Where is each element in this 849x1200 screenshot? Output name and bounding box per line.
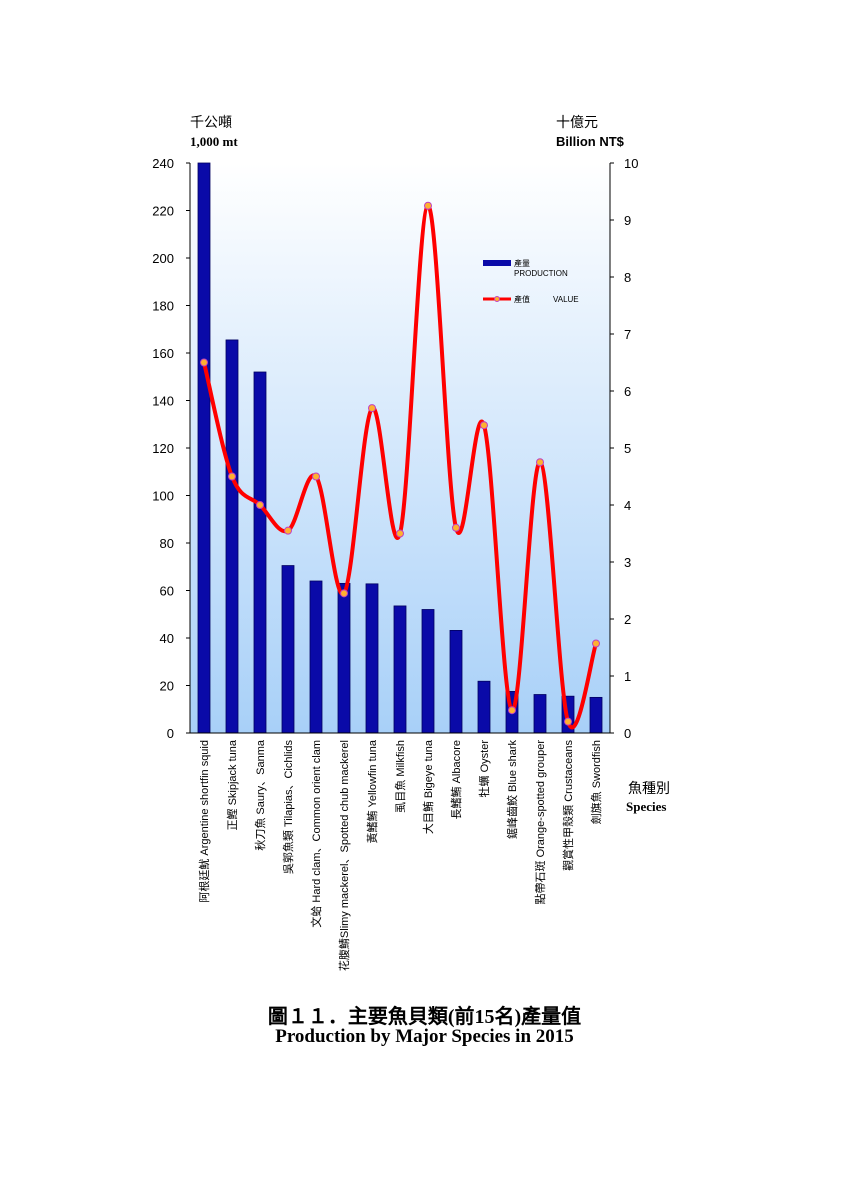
value-marker bbox=[340, 589, 348, 598]
left-tick-label: 200 bbox=[152, 251, 174, 266]
category-label: 大目鮪 Bigeye tuna bbox=[421, 739, 435, 834]
left-axis-unit-zh: 千公噸 bbox=[190, 114, 232, 130]
production-bar bbox=[365, 583, 379, 734]
production-value-chart: 千公噸 1,000 mt 十億元 Billion NT$ 魚種別 Species… bbox=[152, 114, 670, 971]
value-marker bbox=[368, 404, 376, 413]
caption-en: Production by Major Species in 2015 bbox=[275, 1026, 574, 1047]
production-bar bbox=[449, 630, 463, 734]
value-marker bbox=[284, 526, 292, 535]
right-tick-label: 1 bbox=[624, 669, 631, 684]
production-bar bbox=[421, 609, 435, 734]
category-label: 劍旗魚 Swordfish bbox=[589, 740, 603, 824]
left-tick-label: 140 bbox=[152, 394, 174, 409]
production-bar bbox=[477, 680, 491, 734]
category-label: 阿根廷魷 Argentine shortfin squid bbox=[197, 740, 211, 903]
category-label: 吳郭魚類 Tilapias、Cichlids bbox=[282, 740, 295, 875]
right-tick-label: 10 bbox=[624, 156, 638, 171]
category-label: 鋸峰齒鮫 Blue shark bbox=[505, 740, 519, 840]
category-label: 虱目魚 Milkfish bbox=[394, 740, 407, 813]
category-labels: 阿根廷魷 Argentine shortfin squid 正鰹 Skipjack… bbox=[197, 739, 603, 971]
value-marker bbox=[228, 472, 236, 481]
production-bar bbox=[197, 162, 211, 734]
category-label: 牡蠣 Oyster bbox=[477, 740, 491, 798]
right-tick-label: 3 bbox=[624, 555, 631, 570]
value-marker bbox=[452, 523, 460, 532]
value-markers bbox=[200, 201, 600, 726]
right-tick-label: 9 bbox=[624, 213, 631, 228]
left-tick-label: 0 bbox=[167, 726, 174, 741]
left-tick-label: 180 bbox=[152, 299, 174, 314]
legend: 產量 PRODUCTION 產值 VALUE bbox=[483, 258, 579, 304]
legend-value-marker bbox=[494, 296, 500, 302]
right-tick-label: 4 bbox=[624, 498, 631, 513]
category-label: 正鰹 Skipjack tuna bbox=[225, 739, 239, 830]
x-axis-label-en: Species bbox=[626, 799, 666, 814]
legend-production-zh: 產量 bbox=[514, 258, 530, 268]
category-label: 秋刀魚 Saury、Sanma bbox=[253, 739, 267, 851]
left-tick-label: 120 bbox=[152, 441, 174, 456]
left-tick-label: 240 bbox=[152, 156, 174, 171]
value-marker bbox=[564, 717, 572, 726]
x-axis-label-zh: 魚種別 bbox=[628, 780, 670, 796]
category-label: 長鰭鮪 Albacore bbox=[449, 740, 463, 819]
value-marker bbox=[536, 458, 544, 467]
value-marker bbox=[256, 501, 264, 509]
right-tick-label: 2 bbox=[624, 612, 631, 627]
right-tick-label: 5 bbox=[624, 441, 631, 456]
left-tick-label: 100 bbox=[152, 489, 174, 504]
left-tick-label: 160 bbox=[152, 346, 174, 361]
value-marker bbox=[396, 529, 404, 538]
left-axis-unit-en: 1,000 mt bbox=[190, 134, 238, 149]
production-bar bbox=[589, 696, 603, 734]
left-tick-label: 60 bbox=[160, 584, 174, 599]
production-bar bbox=[281, 565, 295, 734]
right-axis-unit-zh: 十億元 bbox=[556, 114, 598, 130]
left-tick-label: 220 bbox=[152, 204, 174, 219]
production-bar bbox=[309, 580, 323, 734]
legend-value-en: VALUE bbox=[553, 295, 579, 304]
production-bar bbox=[393, 605, 407, 734]
value-marker bbox=[592, 639, 600, 648]
right-axis-unit-en: Billion NT$ bbox=[556, 134, 625, 149]
legend-production-en: PRODUCTION bbox=[514, 269, 568, 278]
value-marker bbox=[312, 472, 320, 481]
right-tick-label: 6 bbox=[624, 384, 631, 399]
left-tick-label: 20 bbox=[160, 679, 174, 694]
production-bar bbox=[253, 371, 267, 734]
production-bar bbox=[225, 339, 239, 734]
left-tick-label: 80 bbox=[160, 536, 174, 551]
value-marker bbox=[480, 421, 488, 430]
category-label: 點帶石斑 Orange-spotted grouper bbox=[534, 740, 547, 905]
caption-zh: 圖１１．主要魚貝類(前15名)產量值 bbox=[267, 1006, 582, 1028]
legend-production-swatch bbox=[483, 260, 511, 266]
right-tick-label: 0 bbox=[624, 726, 631, 741]
value-marker bbox=[200, 358, 208, 367]
right-tick-label: 8 bbox=[624, 270, 631, 285]
right-axis-ticks: 0 1 2 3 4 5 6 7 8 9 10 bbox=[610, 156, 638, 741]
production-bar bbox=[533, 694, 547, 734]
production-bar bbox=[337, 582, 351, 734]
right-tick-label: 7 bbox=[624, 327, 631, 342]
value-marker bbox=[424, 201, 432, 210]
category-label: 觀賞性甲殼類 Crustaceans bbox=[561, 740, 575, 871]
category-label: 文蛤 Hard clam、Common orient clam bbox=[309, 740, 323, 928]
legend-value-zh: 產值 bbox=[514, 294, 530, 304]
category-label: 花腹鯖Slimy mackerel、Spotted chub mackerel bbox=[337, 740, 351, 971]
value-marker bbox=[508, 706, 516, 715]
category-label: 黃鰭鮪 Yellowfin tuna bbox=[365, 739, 379, 843]
left-axis-ticks: 0 20 40 60 80 100 120 140 160 180 200 220 240 bbox=[152, 156, 190, 741]
left-tick-label: 40 bbox=[160, 631, 174, 646]
